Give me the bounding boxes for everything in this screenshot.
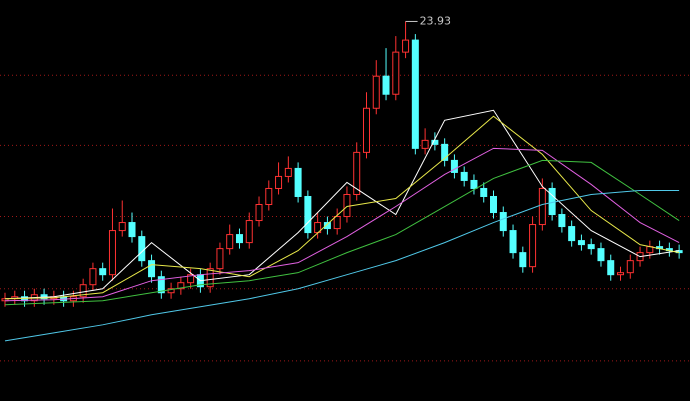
candle-body	[304, 195, 312, 234]
candle-body	[519, 252, 527, 268]
candle-body	[470, 179, 478, 189]
candle-body	[157, 276, 165, 294]
candle-body	[284, 167, 292, 177]
candle-body	[499, 212, 507, 232]
candle-body	[382, 75, 390, 95]
candle-body	[490, 195, 497, 214]
candle-body	[333, 216, 341, 230]
candle-body	[577, 240, 585, 246]
candle-body	[226, 234, 234, 250]
candle-body	[421, 139, 429, 149]
candle-body	[402, 39, 410, 53]
candle-body	[626, 260, 634, 274]
candle-body	[460, 171, 468, 181]
candle-body	[118, 222, 126, 232]
candle-body	[617, 272, 625, 276]
candle-body	[128, 222, 136, 238]
candle-body	[275, 175, 283, 189]
candle-body	[480, 187, 488, 197]
candle-body	[509, 230, 517, 254]
candle-body	[362, 107, 370, 153]
candle-body	[587, 244, 595, 250]
candle-body	[343, 193, 351, 218]
candle-body	[206, 268, 214, 288]
candle-body	[167, 288, 175, 294]
candle-body	[108, 230, 116, 276]
candle-body	[323, 222, 331, 230]
candle-body	[450, 159, 458, 173]
candle-body	[411, 39, 419, 149]
candle-body	[548, 187, 556, 216]
candle-body	[99, 268, 107, 276]
candle-body	[441, 143, 449, 161]
candle-body	[245, 220, 253, 244]
candle-body	[353, 151, 361, 195]
moving-average-line	[4, 189, 680, 342]
candle-body	[216, 248, 224, 270]
candle-body	[187, 274, 195, 284]
candle-body	[597, 248, 605, 262]
candle-body	[265, 187, 273, 206]
candle-body	[529, 224, 537, 268]
moving-average-line	[4, 159, 680, 306]
candle-body	[431, 139, 439, 145]
moving-average-line	[4, 109, 680, 300]
candle-body	[538, 187, 546, 226]
candle-body	[177, 282, 185, 290]
moving-average-line	[4, 115, 680, 300]
candle-body	[79, 284, 87, 298]
candle-body	[235, 234, 243, 244]
candle-body	[372, 75, 380, 109]
candle-body	[392, 51, 400, 95]
candle-body	[607, 260, 615, 276]
moving-average-line	[4, 147, 680, 302]
candle-body	[568, 226, 576, 242]
candle-body	[148, 260, 156, 278]
peak-label: 23.93	[420, 14, 452, 27]
candle-body	[89, 268, 97, 286]
candle-body	[558, 214, 566, 228]
candle-body	[255, 204, 263, 222]
candle-body	[138, 236, 146, 262]
candle-body	[294, 167, 302, 197]
